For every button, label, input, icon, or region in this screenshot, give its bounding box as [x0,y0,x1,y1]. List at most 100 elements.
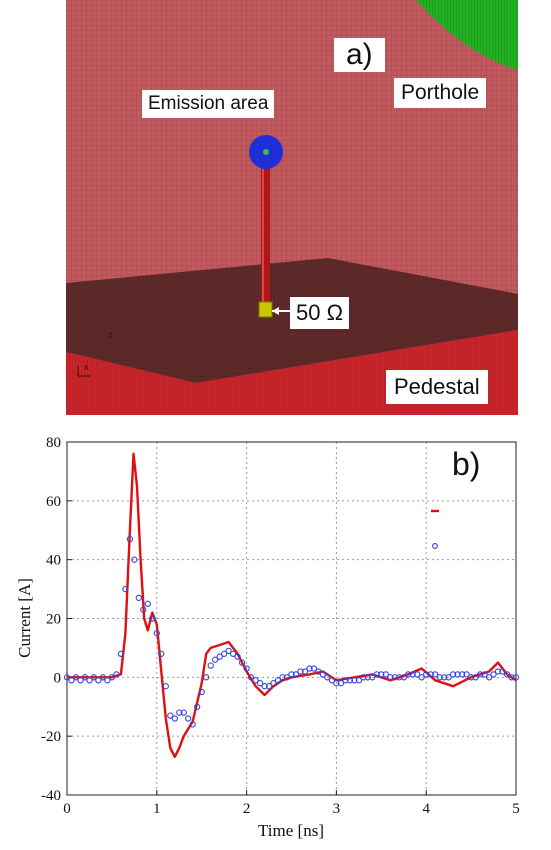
porthole-region [416,0,518,70]
series-point-measurement [234,653,241,660]
series [63,452,520,758]
panel-b-letter: b) [444,446,489,483]
series-point-measurement [306,665,313,672]
series-point-measurement [274,677,282,684]
series-point-measurement [418,674,425,681]
series-point-measurement [252,677,259,684]
series-point-measurement [153,630,160,637]
panel-a-letter: a) [334,38,385,72]
series-point-measurement [247,674,255,681]
emission-spot [263,149,269,155]
series-point-measurement [441,674,448,681]
y-tick-label: 0 [54,670,62,686]
series-point-measurement [207,662,214,669]
series-point-measurement [512,674,520,681]
series-point-measurement [162,683,169,690]
series-point-measurement [113,671,120,678]
series-point-measurement [499,668,506,675]
porthole-label: Porthole [394,78,487,108]
series-point-measurement [387,674,394,681]
x-tick-label: 0 [63,801,71,817]
resistor-label: 50 Ω [290,297,350,329]
series-point-measurement [171,715,178,722]
series-point-measurement [270,680,277,687]
series-point-measurement [185,715,192,722]
series-point-measurement [373,671,380,678]
series-point-measurement [508,674,515,681]
series-point-measurement [189,721,196,728]
series-point-measurement [449,671,457,678]
current-chart: 0 1 2 3 4 5 -40 -20 0 20 40 60 80 Time [ns] Current … [15,435,520,840]
series-point-measurement [140,606,147,613]
series-point-measurement [86,677,93,684]
axis-z-glyph: z [108,330,113,340]
series-point-measurement [364,674,371,681]
x-tick-label: 5 [512,801,520,817]
series-point-measurement [454,671,461,678]
series-point-measurement [220,650,228,657]
series-point-measurement [238,659,246,666]
series-point-measurement [319,671,327,678]
emission-area-label: Emission area [142,90,275,118]
series-point-measurement [346,677,354,684]
series-point-measurement [90,674,98,681]
axis-x-glyph: x [84,362,89,372]
series-point-measurement [126,535,134,543]
series-point-measurement [104,677,111,684]
series-point-measurement [405,671,412,678]
series-point-measurement [400,674,407,681]
series-point-measurement [436,674,443,681]
series-point-measurement [342,677,349,684]
series-point-measurement [288,671,295,678]
series-point-measurement [198,688,205,696]
y-tick-label: 40 [46,553,61,569]
grid [67,442,516,795]
series-point-measurement [427,671,434,678]
legend-marker-swatch [432,543,438,549]
series-point-measurement [158,650,165,657]
series-point-measurement [131,556,138,563]
x-tick-label: 2 [243,801,251,817]
series-point-measurement [414,671,421,678]
series-point-measurement [256,680,264,687]
series-point-measurement [301,668,309,675]
series-point-measurement [72,674,80,681]
series-point-measurement [149,615,156,622]
x-tick-label: 1 [153,801,161,817]
tick-labels: 0 1 2 3 4 5 -40 -20 0 20 40 60 80 [41,435,520,817]
series-point-measurement [328,677,336,684]
series-point-measurement [216,653,223,660]
y-axis-label: Current [A] [15,578,34,658]
series-point-measurement [485,674,493,681]
series-point-measurement [463,671,470,678]
series-point-measurement [297,668,304,675]
series-point-measurement [315,668,322,675]
x-tick-label: 4 [422,801,430,817]
series-point-measurement [432,671,439,678]
series-point-measurement [108,674,116,681]
series-point-measurement [503,671,511,678]
series-point-measurement [369,674,376,681]
simulation-render [66,0,518,415]
series-point-measurement [81,674,89,681]
series-point-measurement [310,665,318,672]
series-point-measurement [292,671,300,678]
series-point-measurement [324,674,331,681]
series-point-measurement [279,674,286,681]
series-point-measurement [351,677,358,684]
series-point-measurement [212,656,219,663]
series-point-measurement [265,683,273,690]
series-point-measurement [229,650,237,657]
y-tick-label: -40 [41,788,61,804]
y-tick-label: 60 [46,494,61,510]
series-point-measurement [95,677,102,684]
legend [431,509,439,549]
series-point-measurement [423,671,430,678]
series-point-measurement [63,674,71,681]
series-point-measurement [467,674,475,681]
series-point-measurement [337,680,345,687]
series-point-measurement [382,671,389,678]
series-point-measurement [391,674,398,681]
series-point-measurement [135,594,142,602]
series-line-simulation [67,452,517,758]
